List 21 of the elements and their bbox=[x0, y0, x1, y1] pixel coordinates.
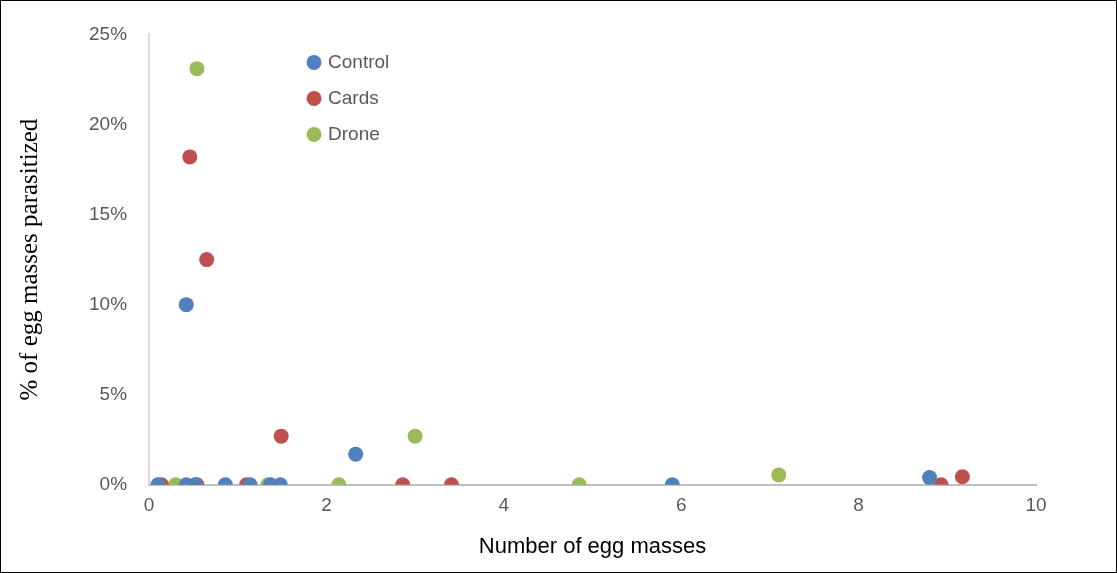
legend-label: Control bbox=[328, 50, 390, 72]
legend-label: Drone bbox=[328, 122, 380, 144]
y-tick-label: 0% bbox=[99, 473, 128, 495]
x-tick-label: 8 bbox=[853, 494, 864, 516]
y-tick-label: 25% bbox=[89, 22, 128, 44]
point bbox=[189, 61, 205, 77]
x-axis-title: Number of egg masses bbox=[478, 532, 707, 558]
point bbox=[199, 252, 215, 268]
x-tick-label: 4 bbox=[498, 494, 510, 516]
x-tick-label: 10 bbox=[1025, 494, 1047, 516]
legend-label: Cards bbox=[328, 86, 379, 108]
x-tick-label: 0 bbox=[143, 494, 155, 516]
x-tick-label: 2 bbox=[321, 494, 332, 516]
y-tick-label: 10% bbox=[89, 292, 128, 314]
y-tick-label: 5% bbox=[99, 382, 128, 404]
point bbox=[178, 297, 194, 313]
y-tick-label: 20% bbox=[89, 112, 128, 134]
y-axis-title: % of egg masses parasitized bbox=[14, 118, 42, 401]
y-tick-label: 15% bbox=[89, 202, 128, 224]
point bbox=[182, 149, 198, 165]
x-tick-label: 6 bbox=[675, 494, 687, 516]
